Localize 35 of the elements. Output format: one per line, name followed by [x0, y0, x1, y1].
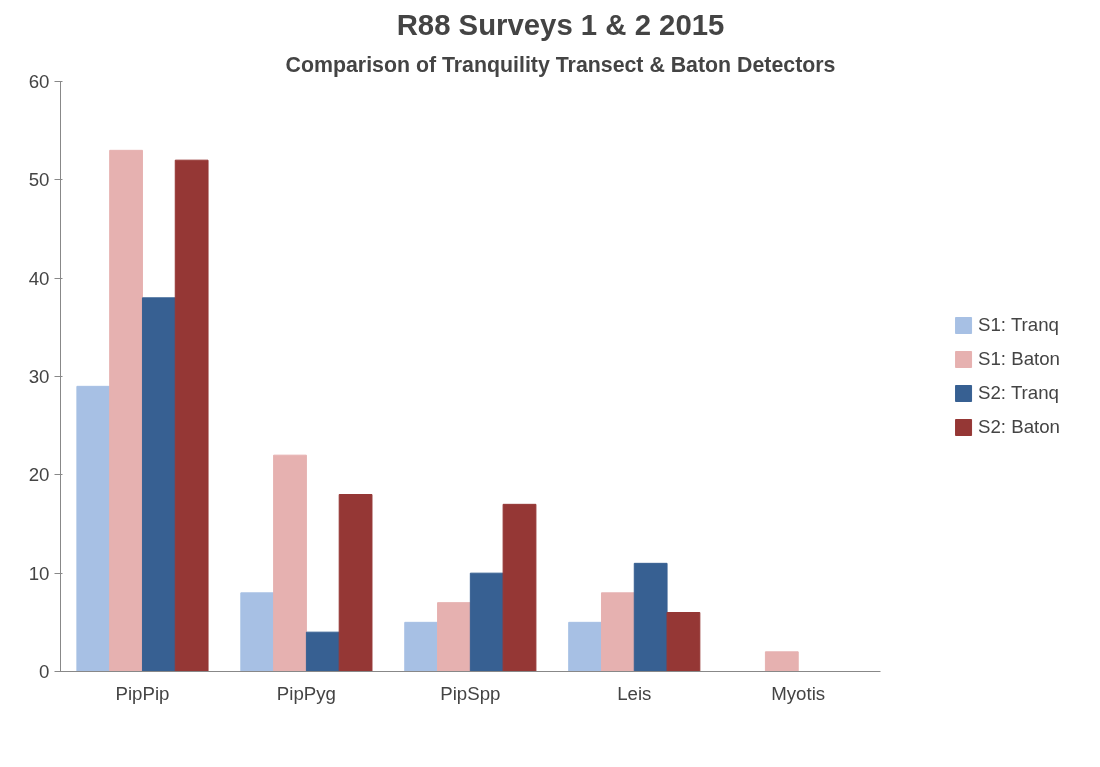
x-tick-label: PipPyg	[276, 682, 336, 704]
chart-subtitle: Comparison of Tranquility Transect & Baton Detectors	[285, 52, 836, 77]
bar	[76, 385, 111, 672]
x-tick-label: Myotis	[771, 682, 826, 704]
y-tick-label: 10	[28, 562, 50, 584]
bar	[666, 612, 701, 672]
bar	[141, 297, 176, 672]
x-tick-label: Leis	[617, 682, 652, 704]
bar	[338, 494, 373, 672]
bar	[568, 621, 602, 672]
bar	[273, 454, 307, 672]
bar	[404, 621, 439, 672]
bar	[502, 503, 537, 672]
y-tick-label: 40	[28, 267, 50, 289]
bar	[240, 592, 275, 672]
legend-label: S1: Tranq	[978, 314, 1059, 336]
bar	[437, 602, 471, 672]
bar	[633, 562, 668, 672]
bar	[764, 651, 799, 672]
x-tick-label: PipSpp	[440, 682, 501, 704]
y-tick-label: 20	[28, 464, 50, 486]
y-tick-label: 50	[28, 169, 50, 191]
legend-label: S1: Baton	[978, 348, 1060, 370]
y-tick-label: 0	[39, 661, 50, 682]
bar	[305, 631, 340, 672]
y-tick-label: 30	[28, 366, 50, 387]
bar	[109, 149, 143, 672]
bar	[174, 159, 209, 672]
legend-label: S2: Tranq	[978, 382, 1059, 404]
legend-label: S2: Baton	[978, 416, 1060, 438]
bar	[469, 572, 504, 672]
y-tick-label: 60	[28, 71, 50, 92]
x-tick-label: PipPip	[115, 682, 170, 704]
chart-title: R88 Surveys 1 & 2 2015	[396, 7, 725, 41]
bar	[600, 592, 635, 672]
